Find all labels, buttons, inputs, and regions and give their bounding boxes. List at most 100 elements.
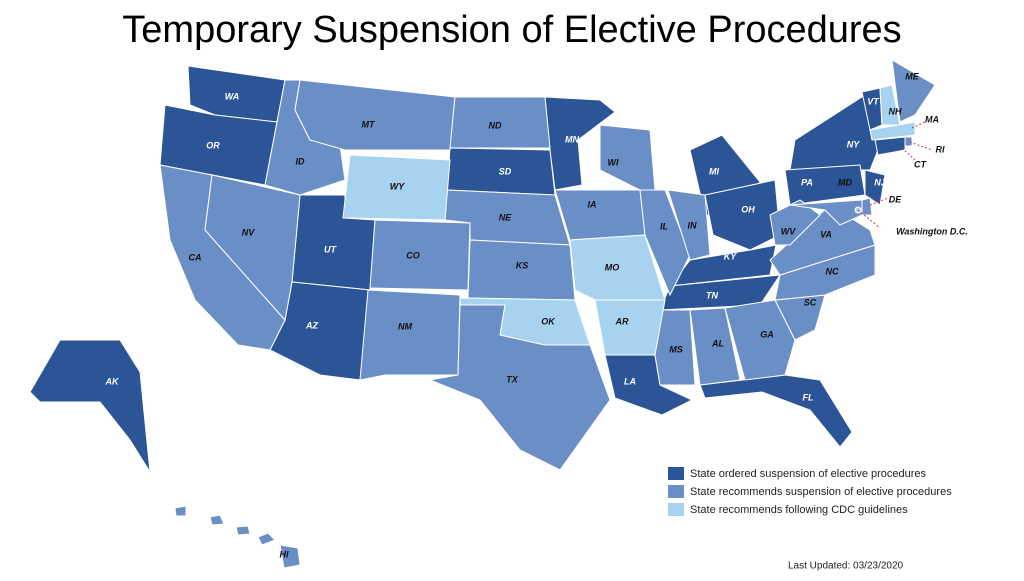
state-label: TN [706, 290, 718, 300]
state-label: MT [362, 119, 376, 129]
state-label: TX [506, 374, 518, 384]
state: IN [667, 189, 711, 261]
state: NM [359, 289, 461, 381]
leader-line [901, 147, 916, 161]
state-label: AZ [305, 320, 318, 330]
state: AK [29, 339, 151, 473]
state-shape [235, 525, 251, 536]
state-label: VT [867, 96, 880, 106]
state: WV [769, 199, 821, 246]
state-shape [699, 374, 853, 448]
state-shape [904, 136, 913, 147]
state-shape [689, 307, 741, 386]
state: CO [369, 219, 471, 291]
state-shape [294, 79, 456, 151]
state: AR [594, 299, 666, 356]
leader-line [857, 209, 881, 229]
state-shape [369, 219, 471, 291]
state: NY [789, 94, 881, 171]
state-label: SD [499, 166, 512, 176]
state-label: NY [847, 139, 860, 149]
legend-swatch [668, 467, 684, 480]
state-label: Washington D.C. [896, 226, 968, 236]
state: PA [784, 164, 866, 206]
state-shape [594, 299, 666, 356]
state: ND [449, 96, 551, 149]
state-label: LA [624, 376, 636, 386]
state: VA [769, 204, 876, 276]
state: FL [699, 374, 853, 448]
state-label: VA [820, 229, 832, 239]
state-label: HI [280, 549, 289, 559]
state: MN [544, 96, 616, 191]
state: MT [294, 79, 456, 151]
state-label: NC [826, 266, 839, 276]
state-shape [769, 199, 821, 246]
state-label: ID [296, 156, 306, 166]
state-label: NE [499, 212, 512, 222]
state-shape [789, 94, 881, 171]
state-label: IA [588, 199, 597, 209]
state-label: MA [925, 114, 939, 124]
state-label: MN [565, 134, 579, 144]
state-shape [769, 204, 876, 276]
state-shape [861, 197, 873, 216]
state-label: CA [189, 252, 202, 262]
state-label: CO [406, 250, 420, 260]
state: SD [446, 147, 556, 196]
state-label: DE [889, 194, 902, 204]
state-label: ME [905, 71, 919, 81]
state-label: UT [324, 244, 337, 254]
state: IA [554, 189, 646, 241]
legend-label: State ordered suspension of elective pro… [690, 468, 927, 480]
state: OK [459, 297, 591, 346]
state: KS [467, 239, 576, 301]
state-label: GA [760, 329, 774, 339]
state: Washington D.C. [854, 206, 968, 236]
state: ME [891, 59, 936, 123]
state-shape [359, 289, 461, 381]
state-shape [869, 121, 916, 141]
state-shape [279, 544, 301, 569]
state-shape [459, 297, 591, 346]
state-label: WY [390, 181, 405, 191]
state: HI [174, 505, 301, 569]
state: WI [599, 124, 656, 191]
state-shape [544, 96, 616, 191]
state-shape [667, 189, 711, 261]
state: IL [639, 189, 691, 297]
state-shape [257, 532, 276, 546]
state-label: RI [936, 144, 945, 154]
state-label: SC [804, 297, 817, 307]
legend-swatch [668, 485, 684, 498]
state-shape [724, 299, 796, 381]
state: GA [724, 299, 796, 381]
state-label: WA [225, 91, 240, 101]
state-label: KS [516, 260, 529, 270]
state: NJ [864, 169, 887, 206]
state-label: NM [398, 321, 412, 331]
state-label: OH [741, 204, 755, 214]
state: MD [789, 177, 863, 226]
state-label: MD [838, 177, 852, 187]
state: RI [904, 136, 945, 154]
state: CT [874, 136, 927, 169]
state: NV [204, 174, 301, 322]
state-shape [554, 189, 646, 241]
state-label: FL [803, 392, 814, 402]
state-label: PA [801, 177, 813, 187]
state: WY [342, 154, 451, 221]
state-shape [342, 154, 451, 221]
state-label: NV [242, 227, 255, 237]
state-label: OR [206, 140, 220, 150]
leader-line [909, 141, 933, 151]
state-label: KY [724, 251, 737, 261]
state: MA [869, 114, 939, 141]
state-label: MO [605, 262, 620, 272]
state-label: MI [709, 166, 719, 176]
legend: State ordered suspension of elective pro… [668, 467, 952, 516]
map-title: Temporary Suspension of Elective Procedu… [122, 9, 901, 51]
state-label: MS [669, 344, 683, 354]
state-shape [789, 199, 863, 226]
